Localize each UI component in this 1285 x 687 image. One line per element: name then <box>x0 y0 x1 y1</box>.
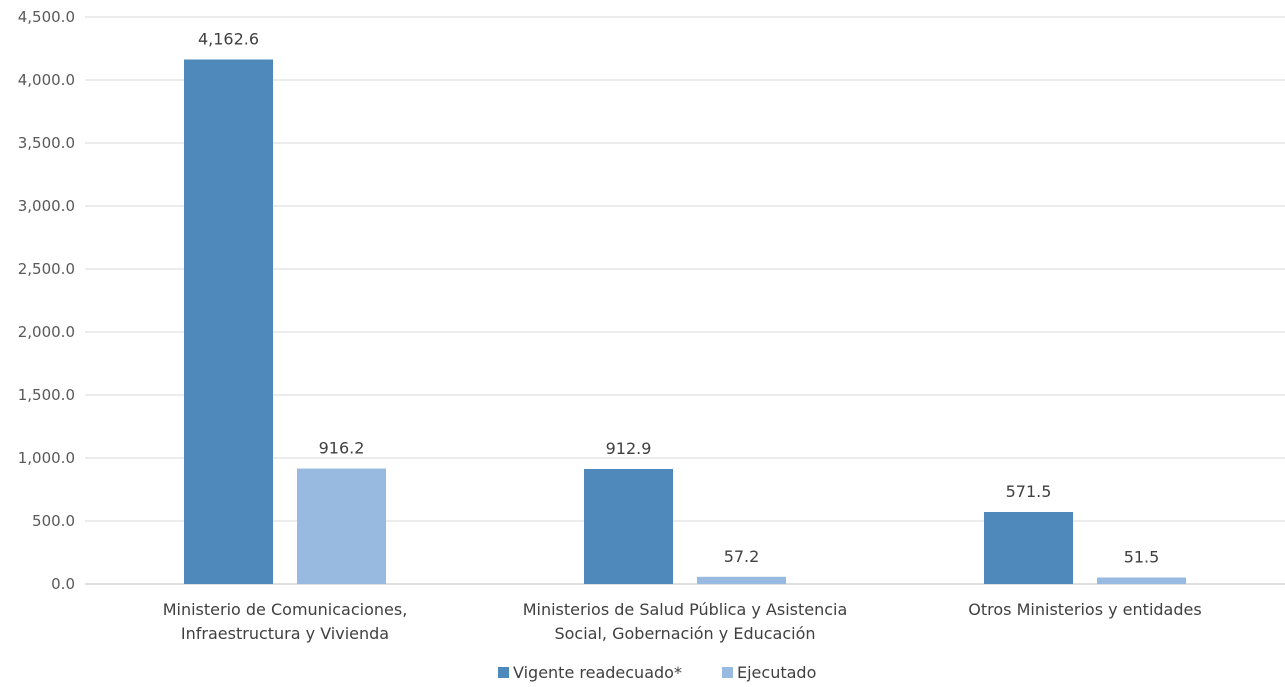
y-tick-label: 4,000.0 <box>18 71 75 89</box>
category-label: Social, Gobernación y Educación <box>554 624 815 643</box>
data-label: 912.9 <box>606 439 652 458</box>
legend-swatch <box>498 667 509 678</box>
category-label: Otros Ministerios y entidades <box>968 600 1201 619</box>
category-label: Infraestructura y Vivienda <box>181 624 389 643</box>
category-label: Ministerio de Comunicaciones, <box>163 600 408 619</box>
y-tick-label: 1,500.0 <box>18 386 75 404</box>
data-label: 571.5 <box>1006 482 1052 501</box>
y-tick-label: 2,500.0 <box>18 260 75 278</box>
y-tick-label: 2,000.0 <box>18 323 75 341</box>
bar-ejecutado <box>1097 577 1186 584</box>
bar-ejecutado <box>697 576 786 584</box>
x-axis-categories: Ministerio de Comunicaciones, Infraestruc… <box>163 600 1202 643</box>
legend: Vigente readecuado* Ejecutado <box>498 663 816 682</box>
y-tick-label: 3,500.0 <box>18 134 75 152</box>
y-tick-label: 0.0 <box>51 575 75 593</box>
data-label: 916.2 <box>319 439 365 458</box>
bars <box>184 59 1186 585</box>
bar-vigente <box>584 468 673 584</box>
legend-swatch <box>722 667 733 678</box>
data-label: 4,162.6 <box>198 30 259 49</box>
bar-vigente <box>984 511 1073 584</box>
gridlines <box>85 16 1285 585</box>
bar-vigente <box>184 59 273 585</box>
y-axis-ticks: 0.0 500.0 1,000.0 1,500.0 2,000.0 2,500.0 3,00… <box>18 8 75 593</box>
bar-ejecutado <box>297 468 386 584</box>
y-tick-label: 1,000.0 <box>18 449 75 467</box>
data-label: 51.5 <box>1124 548 1160 567</box>
category-label: Ministerios de Salud Pública y Asistenci… <box>523 600 848 619</box>
y-tick-label: 500.0 <box>32 512 75 530</box>
y-tick-label: 3,000.0 <box>18 197 75 215</box>
legend-label: Vigente readecuado* <box>513 663 682 682</box>
y-tick-label: 4,500.0 <box>18 8 75 26</box>
data-labels: 4,162.6 916.2 912.9 57.2 571.5 51.5 <box>198 30 1159 567</box>
legend-label: Ejecutado <box>737 663 816 682</box>
data-label: 57.2 <box>724 547 760 566</box>
